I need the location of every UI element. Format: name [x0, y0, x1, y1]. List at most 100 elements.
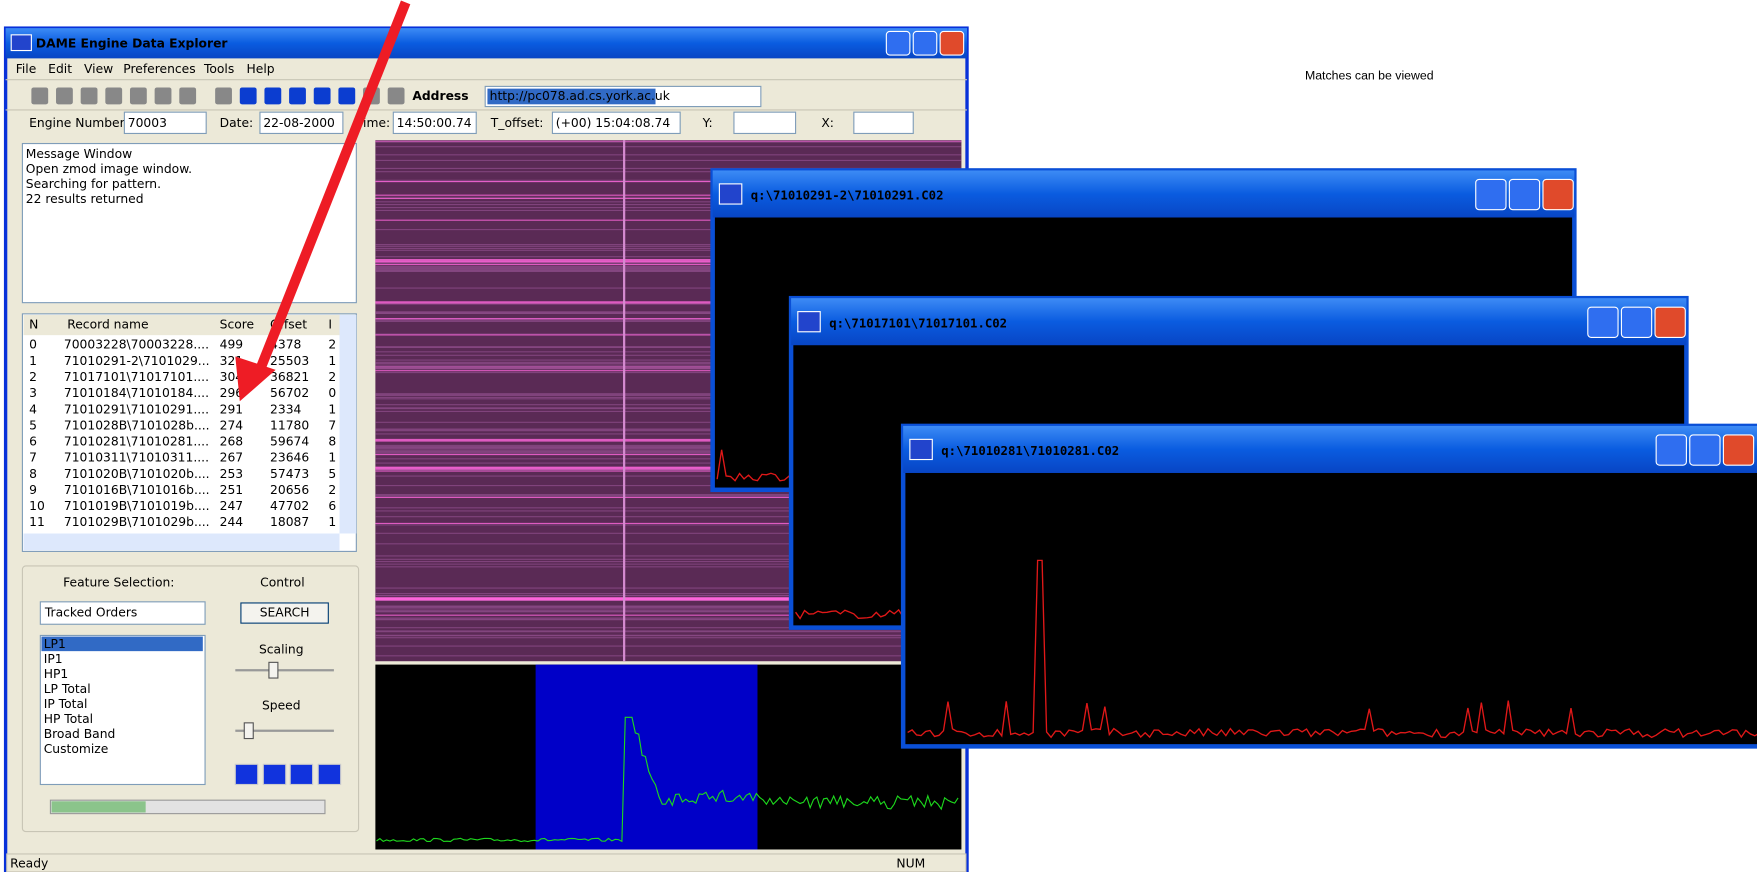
status-text: Ready	[10, 857, 48, 871]
feature-item[interactable]: HP Total	[44, 712, 93, 726]
table-cell: 6	[328, 499, 336, 513]
feature-item[interactable]: Broad Band	[44, 727, 116, 741]
nav-button[interactable]	[290, 764, 312, 784]
window-title: DAME Engine Data Explorer	[36, 36, 229, 50]
table-cell: 499	[220, 338, 244, 352]
toolbar-icon[interactable]	[240, 88, 257, 105]
table-cell: 253	[220, 467, 244, 481]
table-cell: 71010291\71010291....	[64, 402, 209, 416]
window-button[interactable]	[886, 31, 910, 55]
feature-item[interactable]: IP1	[44, 652, 63, 666]
window-button[interactable]	[1655, 307, 1685, 337]
nav-button[interactable]	[263, 764, 285, 784]
table-cell: 8	[328, 435, 336, 449]
window-button[interactable]	[940, 31, 964, 55]
toolbar-icon[interactable]	[215, 88, 232, 105]
child-icon	[798, 312, 820, 332]
nav-button[interactable]	[235, 764, 257, 784]
trace-window	[536, 665, 758, 850]
feature-item[interactable]: Customize	[44, 742, 109, 756]
feature-item[interactable]: LP1	[44, 637, 66, 651]
table-cell: 25503	[270, 354, 309, 368]
window-button[interactable]	[1723, 435, 1753, 465]
toolbar-icon[interactable]	[264, 88, 281, 105]
field-label: X:	[821, 116, 834, 130]
table-cell: 2	[328, 370, 336, 384]
table-cell: 0	[328, 386, 336, 400]
table-cell: 11	[29, 515, 45, 529]
menu-item[interactable]: Preferences	[123, 62, 195, 76]
toolbar-icon[interactable]	[289, 88, 306, 105]
toolbar-icon[interactable]	[338, 88, 355, 105]
column-header[interactable]: N	[29, 318, 38, 332]
toolbar-icon[interactable]	[56, 88, 73, 105]
message-line: 22 results returned	[26, 192, 144, 206]
field-value: 14:50:00.74	[397, 116, 472, 130]
table-cell: 244	[220, 515, 244, 529]
status-num: NUM	[896, 857, 925, 871]
nav-button[interactable]	[318, 764, 340, 784]
child-window	[903, 426, 1757, 746]
table-cell: 36821	[270, 370, 309, 384]
feature-item[interactable]: LP Total	[44, 682, 91, 696]
window-button[interactable]	[1588, 307, 1618, 337]
table-cell: 7101019B\7101019b....	[64, 499, 210, 513]
table-cell: 18087	[270, 515, 309, 529]
table-cell: 56702	[270, 386, 309, 400]
table-cell: 1	[328, 451, 336, 465]
toolbar-icon[interactable]	[81, 88, 98, 105]
toolbar-icon[interactable]	[179, 88, 196, 105]
field-box	[854, 112, 913, 133]
table-cell: 5	[29, 418, 37, 432]
feature-item[interactable]: HP1	[44, 667, 69, 681]
table-cell: 11780	[270, 418, 309, 432]
child-icon	[719, 184, 741, 204]
table-cell: 1	[328, 354, 336, 368]
toolbar-icon[interactable]	[31, 88, 48, 105]
table-cell: 7	[328, 418, 336, 432]
table-cell: 2	[328, 338, 336, 352]
menu-item[interactable]: Edit	[48, 62, 72, 76]
table-cell: 7101016B\7101016b....	[64, 483, 210, 497]
toolbar-icon[interactable]	[314, 88, 331, 105]
window-button[interactable]	[1509, 179, 1539, 209]
table-cell: 7101020B\7101020b....	[64, 467, 210, 481]
table-cell: 4	[29, 402, 37, 416]
menu-item[interactable]: Tools	[203, 62, 234, 76]
table-cell: 20656	[270, 483, 309, 497]
speed-label: Speed	[262, 699, 301, 713]
menu-item[interactable]: Help	[247, 62, 275, 76]
column-header[interactable]: Record name	[67, 318, 148, 332]
status-bar	[7, 854, 966, 872]
table-cell: 9	[29, 483, 37, 497]
toolbar-icon[interactable]	[155, 88, 172, 105]
message-line: Open zmod image window.	[26, 162, 192, 176]
window-button[interactable]	[913, 31, 937, 55]
toolbar-icon[interactable]	[105, 88, 122, 105]
app-icon	[11, 35, 31, 51]
window-button[interactable]	[1690, 435, 1720, 465]
child-title: q:\71010291-2\71010291.C02	[751, 189, 944, 203]
table-cell: 71010311\71010311....	[64, 451, 209, 465]
scaling-label: Scaling	[259, 643, 304, 657]
window-button[interactable]	[1656, 435, 1686, 465]
window-button[interactable]	[1621, 307, 1651, 337]
table-cell: 0	[29, 338, 37, 352]
menu-item[interactable]: File	[16, 62, 37, 76]
slider-thumb[interactable]	[269, 662, 278, 678]
menu-item[interactable]: View	[84, 62, 113, 76]
column-header[interactable]: I	[328, 318, 332, 332]
toolbar-icon[interactable]	[130, 88, 147, 105]
feature-item[interactable]: IP Total	[44, 697, 88, 711]
message-line: Searching for pattern.	[26, 177, 161, 191]
table-cell: 57473	[270, 467, 309, 481]
field-value: (+00) 15:04:08.74	[556, 116, 671, 130]
field-value: 22-08-2000	[263, 116, 335, 130]
window-button[interactable]	[1543, 179, 1573, 209]
column-header[interactable]: Score	[220, 318, 255, 332]
window-button[interactable]	[1476, 179, 1506, 209]
table-cell: 1	[328, 515, 336, 529]
slider-thumb[interactable]	[244, 723, 253, 739]
scrollbar	[340, 315, 357, 534]
toolbar-icon[interactable]	[388, 88, 405, 105]
